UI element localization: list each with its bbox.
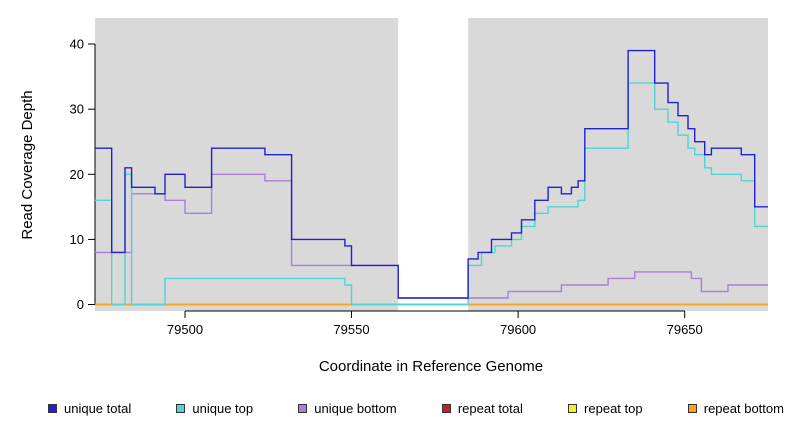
y-tick-label: 10 [70, 232, 84, 247]
legend-swatch-unique-bottom [298, 404, 308, 413]
y-axis-label: Read Coverage Depth [19, 90, 36, 240]
x-tick-label: 79550 [333, 322, 369, 337]
x-tick-label: 79500 [167, 322, 203, 337]
legend-item-repeat-bottom: repeat bottom [687, 401, 784, 416]
legend-label-unique-total: unique total [64, 401, 132, 416]
y-tick-label: 40 [70, 37, 84, 52]
series-unique-top [95, 82, 768, 306]
legend-label-repeat-bottom: repeat bottom [703, 401, 784, 416]
series-unique-total [95, 49, 768, 299]
legend-item-repeat-total: repeat total [441, 401, 523, 416]
coverage-gap-region [398, 18, 469, 311]
legend-label-repeat-total: repeat total [457, 401, 523, 416]
legend-item-unique-bottom: unique bottom [298, 401, 397, 416]
y-tick-label: 20 [70, 167, 84, 182]
legend-item-unique-total: unique total [48, 401, 131, 416]
legend-swatch-repeat-bottom [687, 404, 697, 413]
legend-swatch-repeat-total [441, 404, 451, 413]
legend-item-repeat-top: repeat top [568, 401, 643, 416]
y-tick-label: 30 [70, 102, 84, 117]
legend-label-repeat-top: repeat top [584, 401, 643, 416]
x-tick-label: 79650 [667, 322, 703, 337]
legend: unique total unique top unique bottom repea… [48, 401, 784, 416]
coverage-plot: 0 10 20 30 40 79500 79550 79600 79650 [70, 18, 768, 337]
y-tick-label: 0 [77, 297, 84, 312]
legend-swatch-repeat-top [568, 404, 578, 413]
legend-swatch-unique-total [48, 404, 57, 413]
legend-label-unique-bottom: unique bottom [314, 401, 397, 416]
x-tick-label: 79600 [500, 322, 536, 337]
legend-item-unique-top: unique top [176, 401, 253, 416]
legend-label-unique-top: unique top [192, 401, 254, 416]
legend-swatch-unique-top [176, 404, 186, 413]
x-axis-label: Coordinate in Reference Genome [318, 358, 544, 375]
